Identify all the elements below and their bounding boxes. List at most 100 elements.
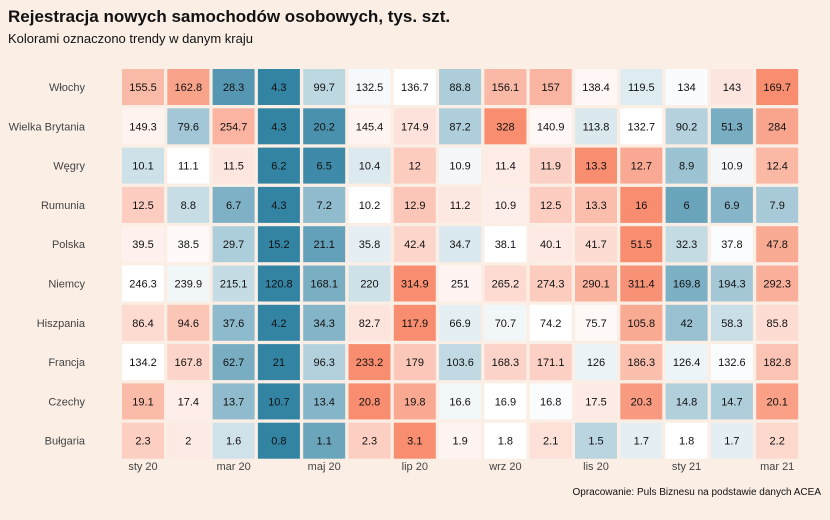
- heatmap-cell: [393, 344, 436, 381]
- heatmap-cell: [257, 69, 300, 105]
- heatmap-cell: [756, 186, 799, 223]
- heatmap-cell: [348, 304, 391, 341]
- cell-value-label: 10.9: [449, 161, 470, 173]
- cell-value-label: 103.6: [446, 357, 474, 369]
- heatmap-cell: [529, 304, 572, 341]
- heatmap-cell: [439, 108, 482, 145]
- row-label: Włochy: [49, 82, 86, 94]
- heatmap-cell: [122, 344, 164, 381]
- heatmap-cell: [484, 186, 527, 223]
- row-label: Polska: [52, 239, 86, 251]
- cell-value-label: 79.6: [178, 121, 199, 133]
- cell-value-label: 94.6: [178, 318, 199, 330]
- cell-value-label: 12.5: [132, 200, 153, 212]
- row-label: Bułgaria: [45, 436, 86, 448]
- cell-value-label: 13.4: [313, 396, 334, 408]
- heatmap-cell: [393, 265, 436, 302]
- cell-value-label: 10.9: [721, 161, 742, 173]
- cell-value-label: 284: [768, 121, 786, 133]
- cell-value-label: 1.1: [317, 436, 332, 448]
- heatmap-cell: [575, 186, 617, 223]
- heatmap-cell: [257, 265, 300, 302]
- cell-value-label: 17.5: [585, 396, 606, 408]
- x-tick-label: maj 20: [308, 461, 341, 473]
- heatmap-cell: [167, 383, 210, 420]
- cell-value-label: 117.9: [401, 318, 428, 330]
- cell-value-label: 16: [635, 200, 647, 212]
- cell-value-label: 51.5: [631, 239, 652, 251]
- chart-subtitle: Kolorami oznaczono trendy w danym kraju: [8, 31, 253, 46]
- heatmap-cell: [484, 108, 527, 145]
- heatmap-cell: [756, 383, 799, 420]
- cell-value-label: 62.7: [223, 357, 244, 369]
- heatmap-cell: [439, 226, 482, 263]
- heatmap-cell: [348, 265, 391, 302]
- heatmap-cell: [484, 422, 527, 459]
- cell-value-label: 34.7: [449, 239, 470, 251]
- cell-value-label: 132.5: [356, 82, 384, 94]
- heatmap-cell: [665, 383, 708, 420]
- heatmap-cell: [122, 69, 164, 105]
- heatmap-cell: [303, 304, 346, 341]
- cell-value-label: 6.7: [226, 200, 241, 212]
- cell-value-label: 171.1: [537, 357, 565, 369]
- heatmap-cell: [212, 226, 255, 263]
- heatmap-cell: [620, 383, 663, 420]
- cell-value-label: 233.2: [356, 357, 384, 369]
- heatmap-cell: [620, 226, 663, 263]
- heatmap-cell: [575, 344, 617, 381]
- cell-value-label: 37.8: [721, 239, 742, 251]
- heatmap-cell: [257, 147, 300, 184]
- heatmap-cell: [710, 147, 753, 184]
- x-tick-label: mar 21: [760, 461, 794, 473]
- cell-value-label: 4.2: [271, 318, 286, 330]
- heatmap-cell: [575, 383, 617, 420]
- cell-value-label: 1.8: [498, 436, 513, 448]
- heatmap-cell: [257, 304, 300, 341]
- cell-value-label: 8.9: [679, 161, 694, 173]
- heatmap-cell: [620, 186, 663, 223]
- heatmap-cell: [529, 344, 572, 381]
- heatmap-cell: [575, 226, 617, 263]
- cell-value-label: 179: [406, 357, 424, 369]
- heatmap-cell: [348, 383, 391, 420]
- heatmap-cell: [348, 69, 391, 105]
- heatmap-cell: [665, 186, 708, 223]
- cell-value-label: 143: [723, 82, 741, 94]
- cell-value-label: 132.6: [718, 357, 746, 369]
- heatmap-cell: [710, 383, 753, 420]
- heatmap-cell: [167, 69, 210, 105]
- cell-value-label: 168.1: [310, 279, 338, 291]
- heatmap-cell: [348, 186, 391, 223]
- cell-value-label: 86.4: [132, 318, 153, 330]
- cell-value-label: 246.3: [129, 279, 157, 291]
- cell-value-label: 4.3: [271, 82, 286, 94]
- cell-value-label: 6.5: [317, 161, 332, 173]
- heatmap-cell: [257, 186, 300, 223]
- heatmap-cell: [710, 186, 753, 223]
- heatmap-cell: [620, 108, 663, 145]
- heatmap-cell: [393, 304, 436, 341]
- cell-value-label: 4.3: [271, 121, 286, 133]
- heatmap-cell: [529, 147, 572, 184]
- heatmap-cell: [665, 304, 708, 341]
- heatmap-cell: [665, 344, 708, 381]
- cell-value-label: 74.2: [540, 318, 561, 330]
- cell-value-label: 2: [185, 436, 191, 448]
- heatmap-cell: [484, 226, 527, 263]
- heatmap-cell: [529, 226, 572, 263]
- row-label: Rumunia: [41, 200, 86, 212]
- cell-value-label: 6.2: [271, 161, 286, 173]
- heatmap-cell: [167, 226, 210, 263]
- cell-value-label: 292.3: [763, 279, 791, 291]
- cell-value-label: 16.6: [449, 396, 470, 408]
- heatmap-cell: [756, 265, 799, 302]
- heatmap-cell: [212, 344, 255, 381]
- cell-value-label: 156.1: [492, 82, 520, 94]
- cell-value-label: 215.1: [220, 279, 248, 291]
- cell-value-label: 37.6: [223, 318, 244, 330]
- heatmap-cell: [710, 69, 753, 105]
- cell-value-label: 251: [451, 279, 469, 291]
- heatmap-cell: [665, 147, 708, 184]
- chart-title: Rejestracja nowych samochodów osobowych,…: [8, 7, 451, 26]
